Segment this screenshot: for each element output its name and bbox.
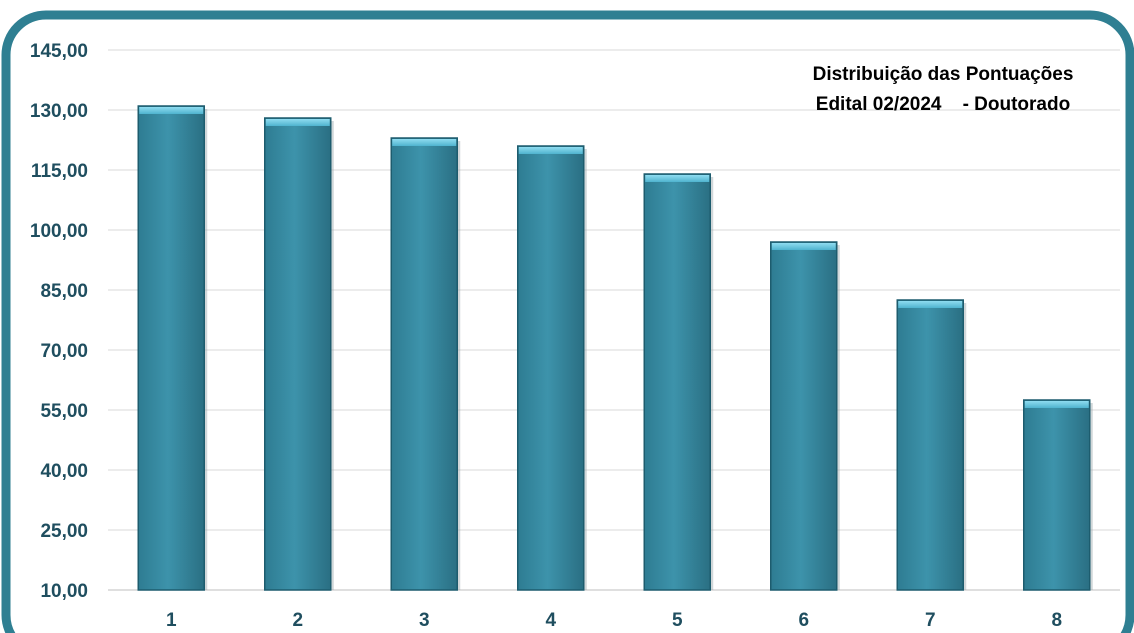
bar-body bbox=[517, 145, 585, 591]
y-tick-label: 115,00 bbox=[31, 161, 88, 182]
bar bbox=[1023, 399, 1093, 591]
y-tick-label: 40,00 bbox=[40, 461, 88, 482]
bar-body bbox=[896, 299, 964, 591]
y-tick-label: 10,00 bbox=[40, 581, 88, 602]
bar bbox=[517, 145, 587, 591]
chart-title-line-1: Distribuição das Pontuações bbox=[813, 64, 1074, 85]
bar-top-highlight bbox=[898, 301, 963, 308]
x-axis-tick-labels: 1 2 3 4 5 6 7 8 bbox=[166, 610, 1062, 631]
y-tick-label: 55,00 bbox=[40, 401, 88, 422]
bar bbox=[390, 137, 461, 591]
bar bbox=[643, 173, 714, 591]
bar-body bbox=[264, 117, 332, 591]
bar bbox=[264, 117, 334, 591]
bar-top-highlight bbox=[518, 147, 583, 154]
bar bbox=[137, 105, 208, 591]
y-tick-label: 145,00 bbox=[30, 41, 88, 62]
x-tick-label: 8 bbox=[1051, 610, 1062, 631]
bar-body bbox=[137, 105, 205, 591]
bar-body bbox=[1023, 399, 1091, 591]
x-tick-label: 1 bbox=[166, 610, 177, 631]
y-tick-label: 70,00 bbox=[40, 341, 88, 362]
bars bbox=[137, 105, 1093, 591]
y-tick-label: 25,00 bbox=[40, 521, 88, 542]
x-tick-label: 4 bbox=[545, 610, 556, 631]
y-tick-label: 85,00 bbox=[40, 281, 88, 302]
bar-top-highlight bbox=[392, 139, 457, 146]
bar bbox=[770, 241, 840, 591]
x-tick-label: 2 bbox=[292, 610, 303, 631]
x-tick-label: 6 bbox=[798, 610, 809, 631]
x-tick-label: 7 bbox=[925, 610, 936, 631]
y-axis-tick-labels: 10,00 25,00 40,00 55,00 70,00 85,00 100,00 115,… bbox=[30, 41, 88, 602]
bar-top-highlight bbox=[771, 243, 836, 250]
bar bbox=[896, 299, 967, 591]
x-tick-label: 5 bbox=[672, 610, 683, 631]
bar-body bbox=[643, 173, 711, 591]
x-tick-label: 3 bbox=[419, 610, 430, 631]
bar-body bbox=[390, 137, 458, 591]
chart-title-line-2: Edital 02/2024 - Doutorado bbox=[816, 94, 1070, 115]
y-tick-label: 130,00 bbox=[30, 101, 88, 122]
bar-top-highlight bbox=[1024, 401, 1089, 408]
bar-top-highlight bbox=[139, 107, 204, 114]
bar-body bbox=[770, 241, 838, 591]
bar-top-highlight bbox=[265, 119, 330, 126]
y-tick-label: 100,00 bbox=[30, 221, 88, 242]
bar-top-highlight bbox=[645, 175, 710, 182]
